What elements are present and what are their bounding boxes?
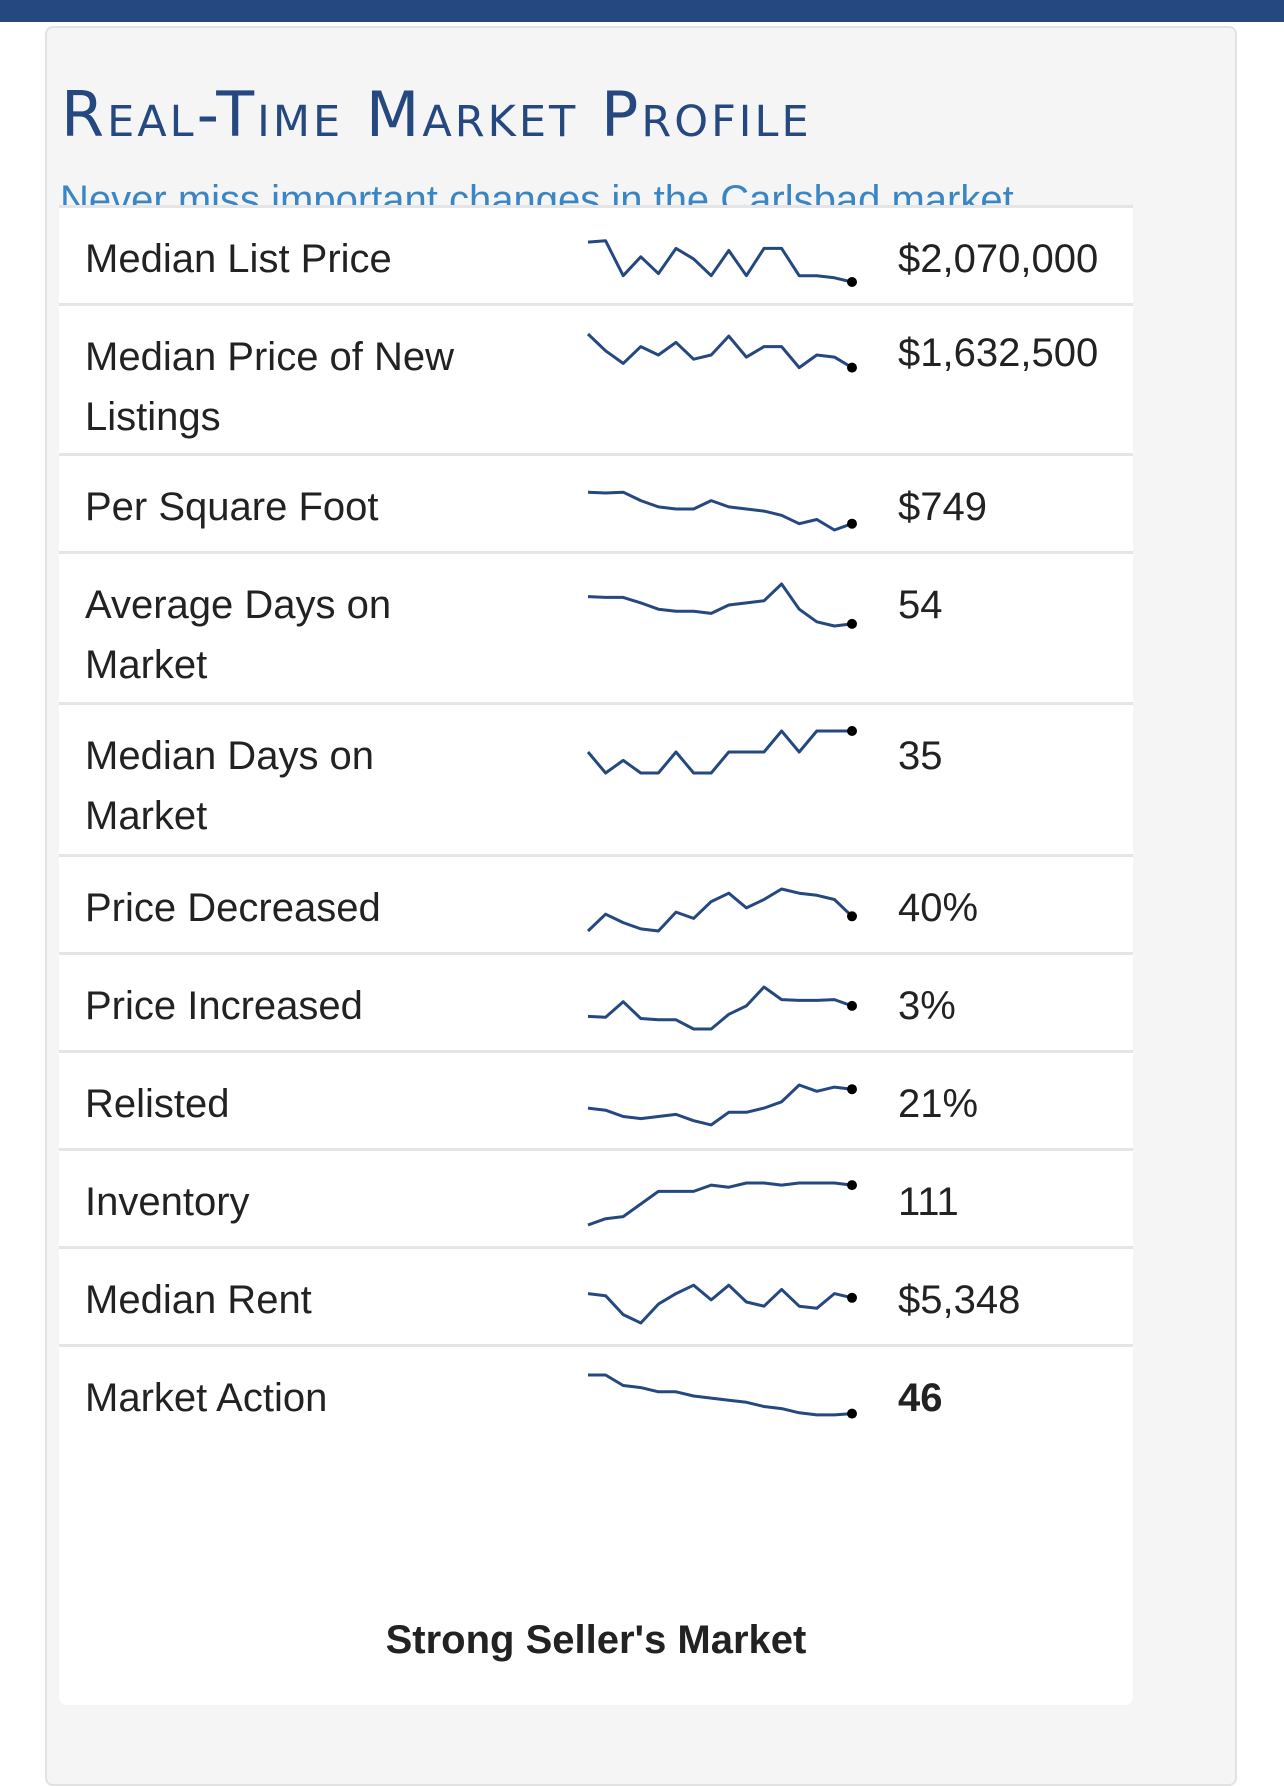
sparkline-path: [586, 729, 852, 775]
table-row-median-price-new-listings: Median Price of New Listings $1,632,500: [59, 303, 1133, 453]
market-status-label: Strong Seller's Market: [385, 1618, 807, 1662]
table-row-median-list-price: Median List Price $2,070,000: [59, 205, 1133, 303]
table-row-median-rent: Median Rent $5,348: [59, 1246, 1133, 1344]
table-row-market-action: Market Action 46: [59, 1344, 1133, 1705]
sparkline-end-dot: [847, 518, 857, 529]
table-row-inventory: Inventory 111: [59, 1148, 1133, 1246]
market-stats-table: Median List Price $2,070,000 Median Pric…: [59, 205, 1133, 1705]
table-row-average-days-on-market: Average Days on Market 54: [59, 551, 1133, 702]
row-value: $1,632,500: [898, 331, 1099, 375]
sparkline-path: [587, 239, 853, 284]
sparkline-chart: [586, 332, 857, 373]
row-value: 40%: [898, 886, 979, 930]
sparkline-end-dot: [847, 1180, 857, 1191]
row-label: Price Increased: [85, 984, 363, 1028]
row-label: Market Action: [85, 1376, 328, 1420]
sparkline-chart: [587, 239, 857, 287]
sparkline-path: [587, 985, 853, 1031]
row-label: Median List Price: [85, 237, 392, 281]
sparkline-path: [586, 887, 854, 933]
sparkline-end-dot: [847, 277, 857, 287]
sparkline-chart: [587, 490, 857, 532]
sparkline-path: [587, 490, 853, 532]
sparkline-path: [587, 1283, 853, 1325]
row-label: Median Days on Market: [85, 734, 375, 838]
row-value: 46: [898, 1376, 943, 1420]
sparkline-end-dot: [847, 1084, 857, 1095]
row-value: 111: [898, 1180, 959, 1224]
sparkline-path: [588, 1373, 853, 1417]
sparkline-chart: [587, 582, 857, 629]
sparkline-end-dot: [847, 362, 857, 373]
sparkline-chart: [586, 726, 857, 775]
sparkline-end-dot: [847, 618, 857, 629]
sparkline-end-dot: [847, 1292, 857, 1303]
row-label: Inventory: [85, 1180, 250, 1224]
sparkline-chart: [587, 985, 857, 1031]
row-value: $2,070,000: [898, 237, 1099, 281]
sparkline-chart: [587, 1283, 857, 1325]
row-label: Relisted: [85, 1082, 230, 1126]
sparkline-path: [587, 582, 853, 628]
sparkline-end-dot: [847, 1000, 857, 1011]
table-row-price-decreased: Price Decreased 40%: [59, 854, 1133, 952]
sparkline-chart: [587, 1180, 857, 1227]
page-title: Real-Time Market Profile: [61, 78, 812, 151]
sparkline-chart: [587, 1083, 857, 1127]
row-value: 21%: [898, 1082, 979, 1126]
sparkline-end-dot: [847, 726, 857, 736]
row-label: Price Decreased: [85, 886, 381, 930]
row-label: Median Rent: [85, 1278, 312, 1322]
row-value: 3%: [898, 984, 956, 1028]
row-label: Average Days on Market: [85, 583, 392, 687]
sparkline-end-dot: [847, 911, 857, 922]
table-row-per-square-foot: Per Square Foot $749: [59, 453, 1133, 551]
table-row-relisted: Relisted 21%: [59, 1050, 1133, 1148]
row-label: Per Square Foot: [85, 485, 379, 529]
row-value: 35: [898, 734, 943, 778]
row-value: 54: [898, 583, 943, 627]
sparkline-chart: [586, 887, 857, 933]
row-value: $749: [898, 485, 987, 529]
top-nav-bar: [0, 0, 1284, 22]
sparkline-path: [587, 1083, 853, 1127]
table-row-price-increased: Price Increased 3%: [59, 952, 1133, 1050]
table-row-median-days-on-market: Median Days on Market 35: [59, 702, 1133, 854]
sparkline-chart: [588, 1373, 857, 1419]
sparkline-end-dot: [847, 1408, 857, 1419]
row-value: $5,348: [898, 1278, 1021, 1322]
sparkline-path: [587, 1181, 853, 1227]
row-label: Median Price of New Listings: [85, 335, 455, 439]
sparkline-path: [586, 332, 853, 370]
